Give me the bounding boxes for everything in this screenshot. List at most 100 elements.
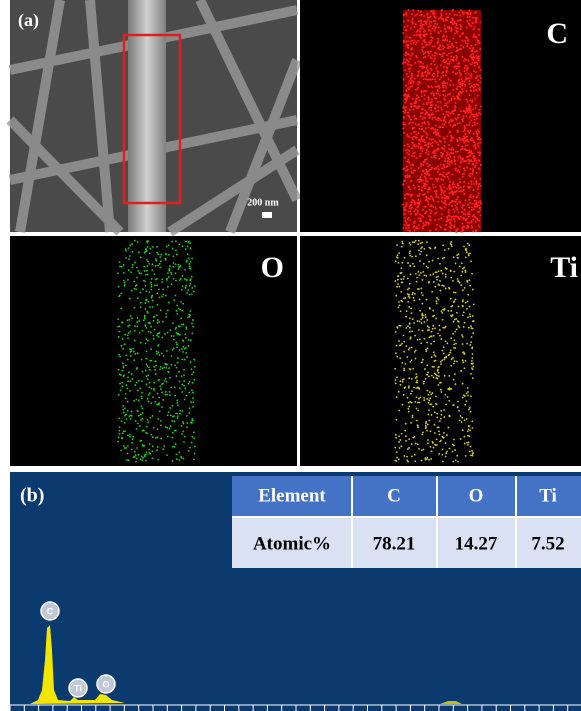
map-dot	[425, 221, 427, 223]
map-dot	[463, 81, 465, 83]
map-dot	[179, 325, 181, 327]
composition-table: Element C O Ti Atomic% 78.21 14.27 7.52	[232, 476, 581, 568]
map-dot	[420, 251, 422, 253]
map-dot	[476, 133, 478, 135]
map-dot	[448, 400, 450, 402]
map-dot	[409, 250, 411, 252]
map-dot	[419, 193, 421, 195]
map-dot	[162, 448, 164, 450]
map-dot	[419, 310, 421, 312]
map-dot	[452, 451, 454, 453]
map-dot	[463, 353, 465, 355]
map-dot	[422, 317, 424, 319]
map-dot	[455, 318, 457, 320]
map-dot	[421, 322, 423, 324]
map-dot	[157, 379, 159, 381]
map-dot	[428, 329, 430, 331]
map-dot	[406, 456, 408, 458]
map-dot	[451, 153, 453, 155]
map-dot	[134, 340, 136, 342]
map-dot	[404, 69, 406, 71]
map-dot	[464, 67, 466, 69]
map-dot	[155, 258, 157, 260]
map-dot	[403, 341, 405, 343]
map-dot	[437, 165, 439, 167]
map-dot	[430, 15, 432, 17]
map-dot	[459, 19, 461, 21]
map-dot	[175, 272, 177, 274]
map-dot	[429, 391, 431, 393]
map-dot	[399, 286, 401, 288]
map-dot	[128, 415, 130, 417]
map-dot	[448, 144, 450, 146]
map-dot	[468, 206, 470, 208]
map-dot	[467, 387, 469, 389]
map-dot	[129, 255, 131, 257]
map-dot	[423, 15, 425, 17]
map-dot	[154, 401, 156, 403]
map-dot	[418, 271, 420, 273]
map-dot	[150, 434, 152, 436]
map-dot	[461, 145, 463, 147]
map-dot	[169, 391, 171, 393]
map-dot	[473, 183, 475, 185]
map-dot	[467, 13, 469, 15]
map-dot	[468, 174, 470, 176]
map-dot	[432, 260, 434, 262]
map-dot	[428, 215, 430, 217]
map-dot	[448, 248, 450, 250]
map-dot	[450, 149, 452, 151]
map-dot	[430, 93, 432, 95]
map-dot	[457, 156, 459, 158]
map-dot	[172, 446, 174, 448]
map-dot	[145, 274, 147, 276]
map-dot	[408, 438, 410, 440]
map-dot	[447, 58, 449, 60]
map-dot	[166, 427, 168, 429]
map-dot	[402, 121, 404, 123]
map-dot	[175, 295, 177, 297]
map-dot	[167, 436, 169, 438]
map-dot	[144, 325, 146, 327]
map-dot	[449, 41, 451, 43]
map-dot	[123, 430, 125, 432]
map-dot	[414, 401, 416, 403]
map-dot	[430, 42, 432, 44]
map-dot	[442, 71, 444, 73]
map-dot	[452, 113, 454, 115]
map-dot	[165, 316, 167, 318]
map-dot	[452, 280, 454, 282]
map-dot	[469, 122, 471, 124]
map-dot	[427, 191, 429, 193]
map-dot	[444, 31, 446, 33]
map-dot	[455, 383, 457, 385]
map-dot	[428, 281, 430, 283]
map-dot	[397, 283, 399, 285]
map-dot	[458, 82, 460, 84]
map-dot	[469, 117, 471, 119]
map-dot	[128, 332, 130, 334]
map-dot	[457, 184, 459, 186]
map-dot	[455, 23, 457, 25]
map-dot	[435, 186, 437, 188]
map-dot	[476, 113, 478, 115]
map-dot	[470, 221, 472, 223]
map-dot	[149, 392, 151, 394]
map-dot	[445, 404, 447, 406]
map-dot	[434, 58, 436, 60]
map-dot	[462, 359, 464, 361]
map-dot	[118, 336, 120, 338]
map-dot	[473, 214, 475, 216]
map-dot	[184, 278, 186, 280]
map-dot	[466, 308, 468, 310]
map-dot	[447, 102, 449, 104]
map-dot	[458, 62, 460, 64]
map-dot	[175, 453, 177, 455]
map-dot	[157, 436, 159, 438]
map-dot	[478, 205, 480, 207]
map-dot	[460, 438, 462, 440]
map-dot	[423, 91, 425, 93]
map-dot	[402, 242, 404, 244]
map-dot	[466, 37, 468, 39]
map-dot	[475, 172, 477, 174]
